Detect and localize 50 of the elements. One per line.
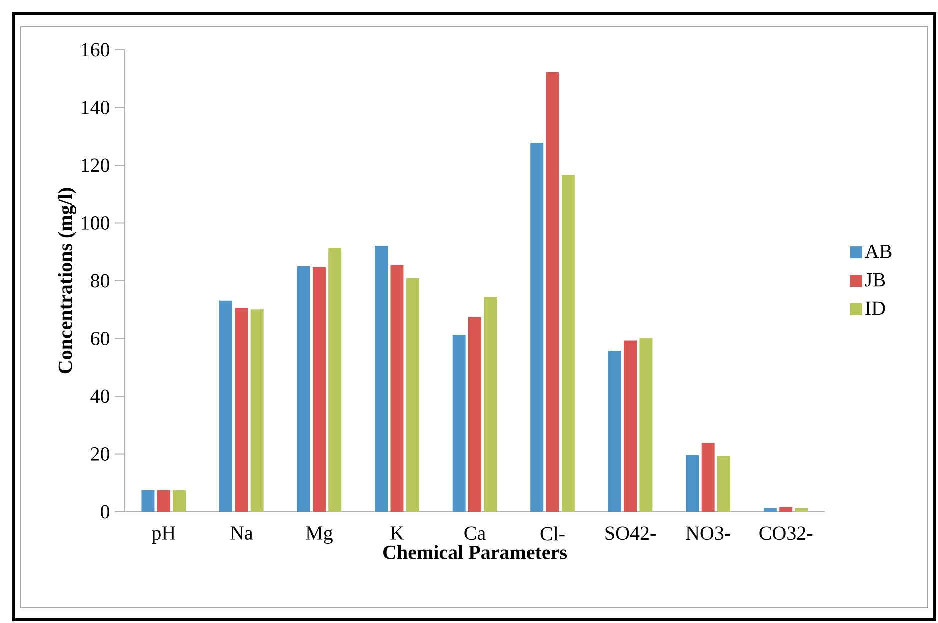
y-tick-label: 0 [101, 505, 110, 519]
bar [328, 248, 342, 512]
y-tick-label: 80 [91, 274, 110, 288]
legend-label: AB [865, 244, 892, 258]
bar [235, 308, 248, 512]
bar [406, 278, 420, 512]
bar [390, 265, 404, 512]
x-tick-label: pH [152, 526, 176, 544]
bar [780, 507, 793, 512]
bar [624, 340, 638, 512]
bar [250, 310, 264, 512]
y-tick-label: 100 [82, 216, 110, 230]
bar [173, 490, 186, 512]
bar [702, 443, 715, 512]
x-tick-label: Cl- [540, 526, 565, 541]
x-tick-label: K [390, 526, 404, 540]
x-tick-label: SO42- [606, 526, 656, 540]
bar [795, 508, 808, 512]
bar [297, 266, 310, 512]
y-tick-label: 40 [90, 390, 110, 404]
y-tick-label: 60 [91, 332, 110, 346]
y-tick-label: 120 [82, 158, 110, 172]
x-tick-label: NO3- [686, 526, 730, 540]
bar [686, 455, 700, 512]
bar [375, 246, 388, 512]
y-axis-title: Concentrations (mg/l) [58, 188, 76, 374]
bar [608, 351, 622, 512]
bar [530, 142, 544, 512]
bar [220, 300, 233, 512]
bar [764, 508, 777, 512]
x-tick-label: Ca [464, 526, 486, 540]
bar [312, 267, 326, 512]
bar [468, 317, 482, 512]
x-axis-title: Chemical Parameters [384, 545, 567, 560]
y-tick-label: 20 [91, 447, 110, 461]
bar [640, 338, 653, 512]
y-tick-label: 160 [82, 43, 110, 57]
x-tick-label: CO32- [760, 526, 813, 540]
bar [562, 175, 575, 512]
x-tick-label: Na [230, 526, 254, 540]
legend-label: ID [866, 302, 886, 316]
bar [142, 490, 155, 512]
y-tick-label: 140 [82, 100, 110, 114]
x-tick-label: Mg [306, 526, 333, 544]
bar [452, 335, 466, 512]
bar [484, 297, 498, 512]
bar [157, 490, 170, 512]
bar [718, 456, 730, 512]
legend-label: JB [865, 273, 886, 287]
bar [546, 72, 560, 512]
